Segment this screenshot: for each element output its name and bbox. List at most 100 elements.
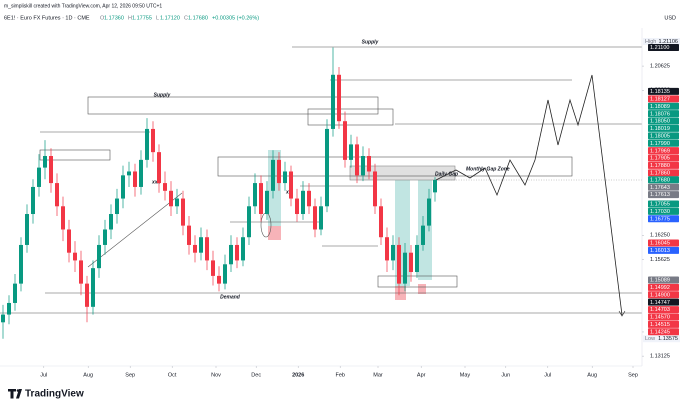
- x-tick-label: Oct: [168, 372, 177, 378]
- candle-body: [199, 237, 203, 253]
- candle-body: [397, 244, 401, 284]
- price-label: 1.17990: [650, 141, 670, 147]
- candle-body: [13, 283, 17, 303]
- price-label-bg: [648, 132, 679, 140]
- candle-body: [373, 171, 377, 207]
- candle-body: [0, 314, 5, 323]
- price-label: 1.14900: [650, 292, 670, 298]
- candle-body: [115, 198, 119, 215]
- price-label-bg: [648, 139, 679, 147]
- candle-body: [379, 206, 383, 238]
- candle-body: [175, 198, 179, 207]
- ohlc-key: L: [156, 15, 159, 21]
- x-tick-label: May: [460, 372, 471, 378]
- candle-body: [295, 198, 299, 215]
- price-label: 1.17613: [650, 192, 670, 198]
- highlight: [418, 168, 432, 280]
- candle-body: [337, 74, 341, 122]
- candle-body: [307, 190, 311, 207]
- marker-bg: [643, 335, 680, 343]
- candle-body: [361, 156, 365, 176]
- price-label-bg: [648, 328, 679, 336]
- price-label: 1.17860: [650, 170, 670, 176]
- candle-body: [355, 144, 359, 176]
- y-tick-label: 1.13125: [650, 354, 670, 360]
- price-label: 1.18127: [650, 96, 670, 102]
- candle-body: [73, 252, 77, 261]
- price-label: 1.18089: [650, 104, 670, 110]
- candle-body: [139, 159, 143, 187]
- zone-box: [307, 108, 394, 126]
- trend-line: [87, 192, 183, 268]
- drawings: [0, 46, 642, 317]
- ohlc-key: C: [184, 15, 188, 21]
- x-tick-label: 2026: [292, 372, 304, 378]
- arrow-head: [618, 310, 626, 317]
- candle-body: [205, 237, 209, 261]
- x-tick-label: Jul: [544, 372, 551, 378]
- price-label-bg: [648, 191, 679, 199]
- price-label-bg: [648, 239, 679, 247]
- marker-value: 1.21106: [659, 39, 678, 45]
- marker-bg: [643, 37, 680, 45]
- candle-body: [259, 183, 263, 215]
- candle-body: [217, 275, 221, 284]
- price-label-bg: [648, 313, 679, 321]
- annotation: xxx: [151, 179, 161, 185]
- brand-logo: [8, 389, 22, 399]
- candle-body: [67, 229, 71, 253]
- candle-body: [31, 186, 35, 215]
- symbol: 6E1! · Euro FX Futures · 1D · CME: [4, 15, 90, 21]
- x-tick-label: Jun: [501, 372, 510, 378]
- price-label-bg: [648, 169, 679, 177]
- candle-body: [421, 225, 425, 245]
- candle-body: [241, 237, 245, 261]
- candle-body: [301, 190, 305, 215]
- price-label-bg: [648, 147, 679, 155]
- candle-body: [289, 171, 293, 199]
- price-label: 1.17880: [650, 163, 670, 169]
- candle-body: [319, 206, 323, 230]
- price-label: 1.18050: [650, 119, 670, 125]
- price-label: 1.17680: [650, 177, 670, 183]
- price-label-bg: [648, 154, 679, 162]
- price-label-bg: [648, 44, 679, 52]
- currency: USD: [664, 15, 676, 21]
- candle-body: [391, 244, 395, 261]
- annotation: Supply: [154, 92, 171, 98]
- candle-body: [277, 159, 281, 184]
- annotation: xx: [285, 189, 292, 195]
- price-label-bg: [648, 87, 679, 95]
- price-label: 1.18076: [650, 111, 670, 117]
- y-tick-label: 1.20625: [650, 64, 670, 70]
- price-label-bg: [648, 161, 679, 169]
- marker-value: 1.13575: [658, 336, 678, 342]
- price-label-bg: [648, 291, 679, 299]
- price-label: 1.14515: [650, 322, 670, 328]
- candle-body: [127, 171, 131, 176]
- y-tick-label: 1.15625: [650, 257, 670, 263]
- annotation: Monthly Gap Zone: [466, 166, 510, 172]
- highlight: [268, 226, 281, 240]
- candle-body: [25, 214, 29, 245]
- candle-body: [145, 128, 149, 160]
- price-label: 1.14747: [650, 300, 670, 306]
- price-label-bg: [648, 200, 679, 208]
- price-label: 1.18005: [650, 133, 670, 139]
- zone-box: [377, 275, 458, 288]
- candle-body: [97, 244, 101, 269]
- candle-body: [265, 190, 269, 215]
- ohlc-value: 1.17120: [160, 15, 180, 21]
- candle-body: [349, 144, 353, 160]
- candle-body: [19, 244, 23, 284]
- ohlc-key: O: [100, 15, 105, 21]
- ohlc-value: 1.17680: [188, 15, 208, 21]
- price-label: 1.14570: [650, 315, 670, 321]
- candle-body: [61, 206, 65, 230]
- x-tick-label: Mar: [373, 372, 383, 378]
- annotation: Daily Gap: [435, 171, 458, 177]
- candle-body: [193, 244, 197, 253]
- price-label-bg: [648, 124, 679, 132]
- annotation: Demand: [220, 294, 241, 300]
- candle-body: [133, 171, 137, 187]
